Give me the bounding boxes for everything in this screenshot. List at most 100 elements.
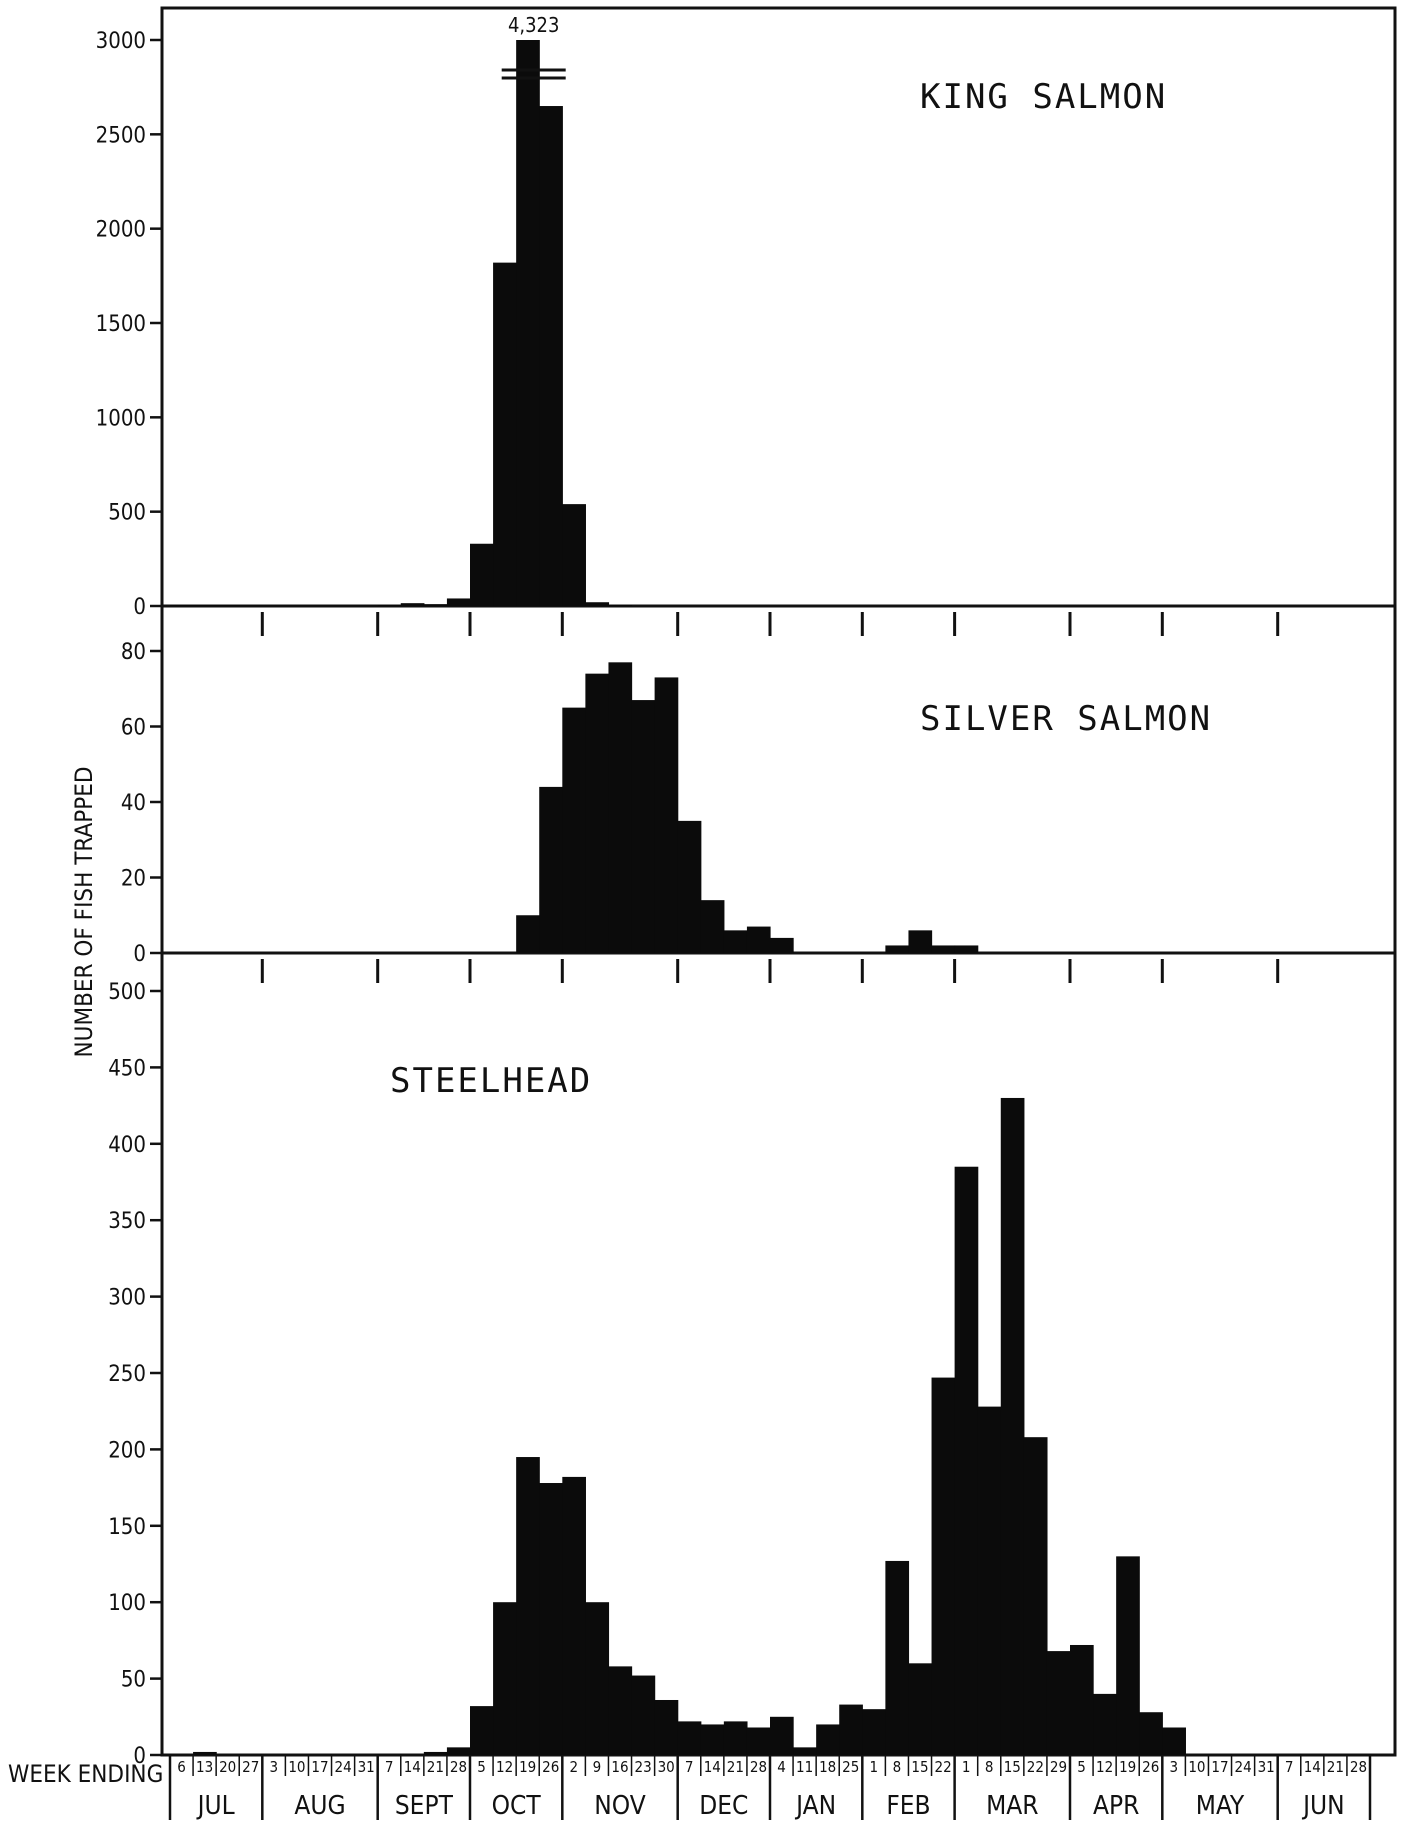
- week-day-label: 9: [593, 1758, 602, 1776]
- week-day-label: 31: [358, 1758, 375, 1776]
- week-day-label: 2: [570, 1758, 579, 1776]
- bar: [539, 786, 563, 953]
- bar: [1093, 1693, 1117, 1755]
- bar: [770, 1716, 794, 1755]
- bar: [585, 1602, 610, 1755]
- bar: [608, 1666, 633, 1755]
- y-tick-label: 2500: [96, 123, 146, 148]
- y-tick-label: 0: [133, 1744, 146, 1769]
- month-label: JAN: [794, 1791, 836, 1821]
- y-tick-label: 2000: [96, 218, 146, 243]
- month-label: DEC: [699, 1791, 748, 1821]
- week-day-label: 11: [796, 1758, 813, 1776]
- bar: [470, 1706, 494, 1755]
- panel-title: SILVER SALMON: [920, 699, 1212, 739]
- panel-silver-salmon: 0 20 40 60 80 SILVER SALMON: [121, 640, 1395, 983]
- bar: [493, 262, 517, 606]
- bar: [1116, 1556, 1140, 1755]
- x-axis: 6 13 20 27 3 10 17 24 31 7 14 21 28 5 12 19 26 2 9 16 23 30 7 1…: [168, 1756, 1372, 1821]
- bar: [700, 1724, 725, 1755]
- bar: [885, 945, 910, 953]
- bar: [585, 673, 610, 953]
- bar: [377, 605, 402, 606]
- month-label: MAY: [1196, 1791, 1245, 1821]
- y-tick-label: 100: [108, 1591, 146, 1616]
- y-tick-label: 1000: [96, 406, 146, 431]
- week-day-label: 17: [1211, 1758, 1228, 1776]
- week-day-label: 28: [1350, 1758, 1367, 1776]
- week-day-label: 1: [962, 1758, 971, 1776]
- y-tick-label: 0: [133, 942, 146, 967]
- week-day-label: 28: [750, 1758, 767, 1776]
- bar: [216, 605, 240, 606]
- week-day-label: 17: [311, 1758, 328, 1776]
- month-label: OCT: [492, 1791, 542, 1821]
- bar: [631, 1675, 656, 1755]
- bar: [816, 1724, 840, 1755]
- bar: [400, 603, 425, 606]
- bar: [1139, 1712, 1163, 1755]
- month-label: JUN: [1301, 1791, 1345, 1821]
- bar: [931, 1377, 956, 1755]
- week-day-label: 18: [819, 1758, 836, 1776]
- week-day-label: 19: [519, 1758, 536, 1776]
- bar: [539, 1483, 563, 1755]
- y-tick-label: 300: [108, 1286, 146, 1311]
- week-day-label: 4: [777, 1758, 786, 1776]
- bar: [539, 106, 563, 607]
- week-day-label: 7: [685, 1758, 694, 1776]
- y-tick-label: 40: [121, 791, 146, 816]
- y-tick-label: 0: [133, 595, 146, 620]
- bar: [516, 915, 540, 953]
- y-tick-label: 250: [108, 1362, 146, 1387]
- week-day-label: 16: [611, 1758, 628, 1776]
- week-day-label: 14: [404, 1758, 421, 1776]
- week-day-label: 24: [1234, 1758, 1251, 1776]
- week-day-label: 30: [658, 1758, 675, 1776]
- bar: [1023, 1437, 1048, 1755]
- panel-king-salmon: 0 500 1000 1500 2000 2500 3000 4,323 KING SALMON: [96, 13, 1395, 636]
- bar: [193, 605, 217, 606]
- week-day-label: 1: [870, 1758, 879, 1776]
- panel-steelhead: 0 50 100 150 200 250 300 350 400 450 500 STEELHEAD: [108, 980, 1395, 1769]
- bar: [562, 707, 586, 953]
- week-day-label: 8: [893, 1758, 902, 1776]
- bar: [446, 1747, 471, 1755]
- week-day-label: 3: [270, 1758, 279, 1776]
- month-label: FEB: [886, 1791, 930, 1821]
- bar: [677, 1721, 702, 1755]
- week-day-label: 21: [1327, 1758, 1344, 1776]
- week-day-label: 26: [1142, 1758, 1159, 1776]
- bar: [908, 930, 933, 953]
- week-day-label: 20: [219, 1758, 236, 1776]
- bar: [977, 1406, 1002, 1755]
- week-day-label: 31: [1258, 1758, 1275, 1776]
- panel-title: KING SALMON: [920, 77, 1167, 117]
- week-day-label: 7: [1285, 1758, 1294, 1776]
- week-day-label: 8: [985, 1758, 994, 1776]
- bar: [700, 900, 725, 953]
- bar: [862, 1709, 886, 1755]
- week-day-label: 7: [385, 1758, 394, 1776]
- month-label: JUL: [196, 1791, 235, 1821]
- bar: [1046, 1651, 1071, 1755]
- bar: [608, 662, 633, 953]
- week-day-label: 6: [177, 1758, 186, 1776]
- bar: [193, 1751, 217, 1755]
- bar: [839, 1704, 863, 1755]
- bar: [954, 1166, 979, 1755]
- month-label: APR: [1093, 1791, 1139, 1821]
- bar: [562, 1476, 586, 1755]
- bar: [746, 1727, 771, 1755]
- bar: [1000, 1097, 1025, 1755]
- week-day-label: 12: [496, 1758, 513, 1776]
- week-day-label: 19: [1119, 1758, 1136, 1776]
- week-day-label: 22: [934, 1758, 951, 1776]
- bar: [954, 945, 979, 953]
- week-day-label: 15: [1004, 1758, 1021, 1776]
- bar: [562, 504, 586, 606]
- bar: [470, 543, 494, 606]
- week-day-label: 3: [1170, 1758, 1179, 1776]
